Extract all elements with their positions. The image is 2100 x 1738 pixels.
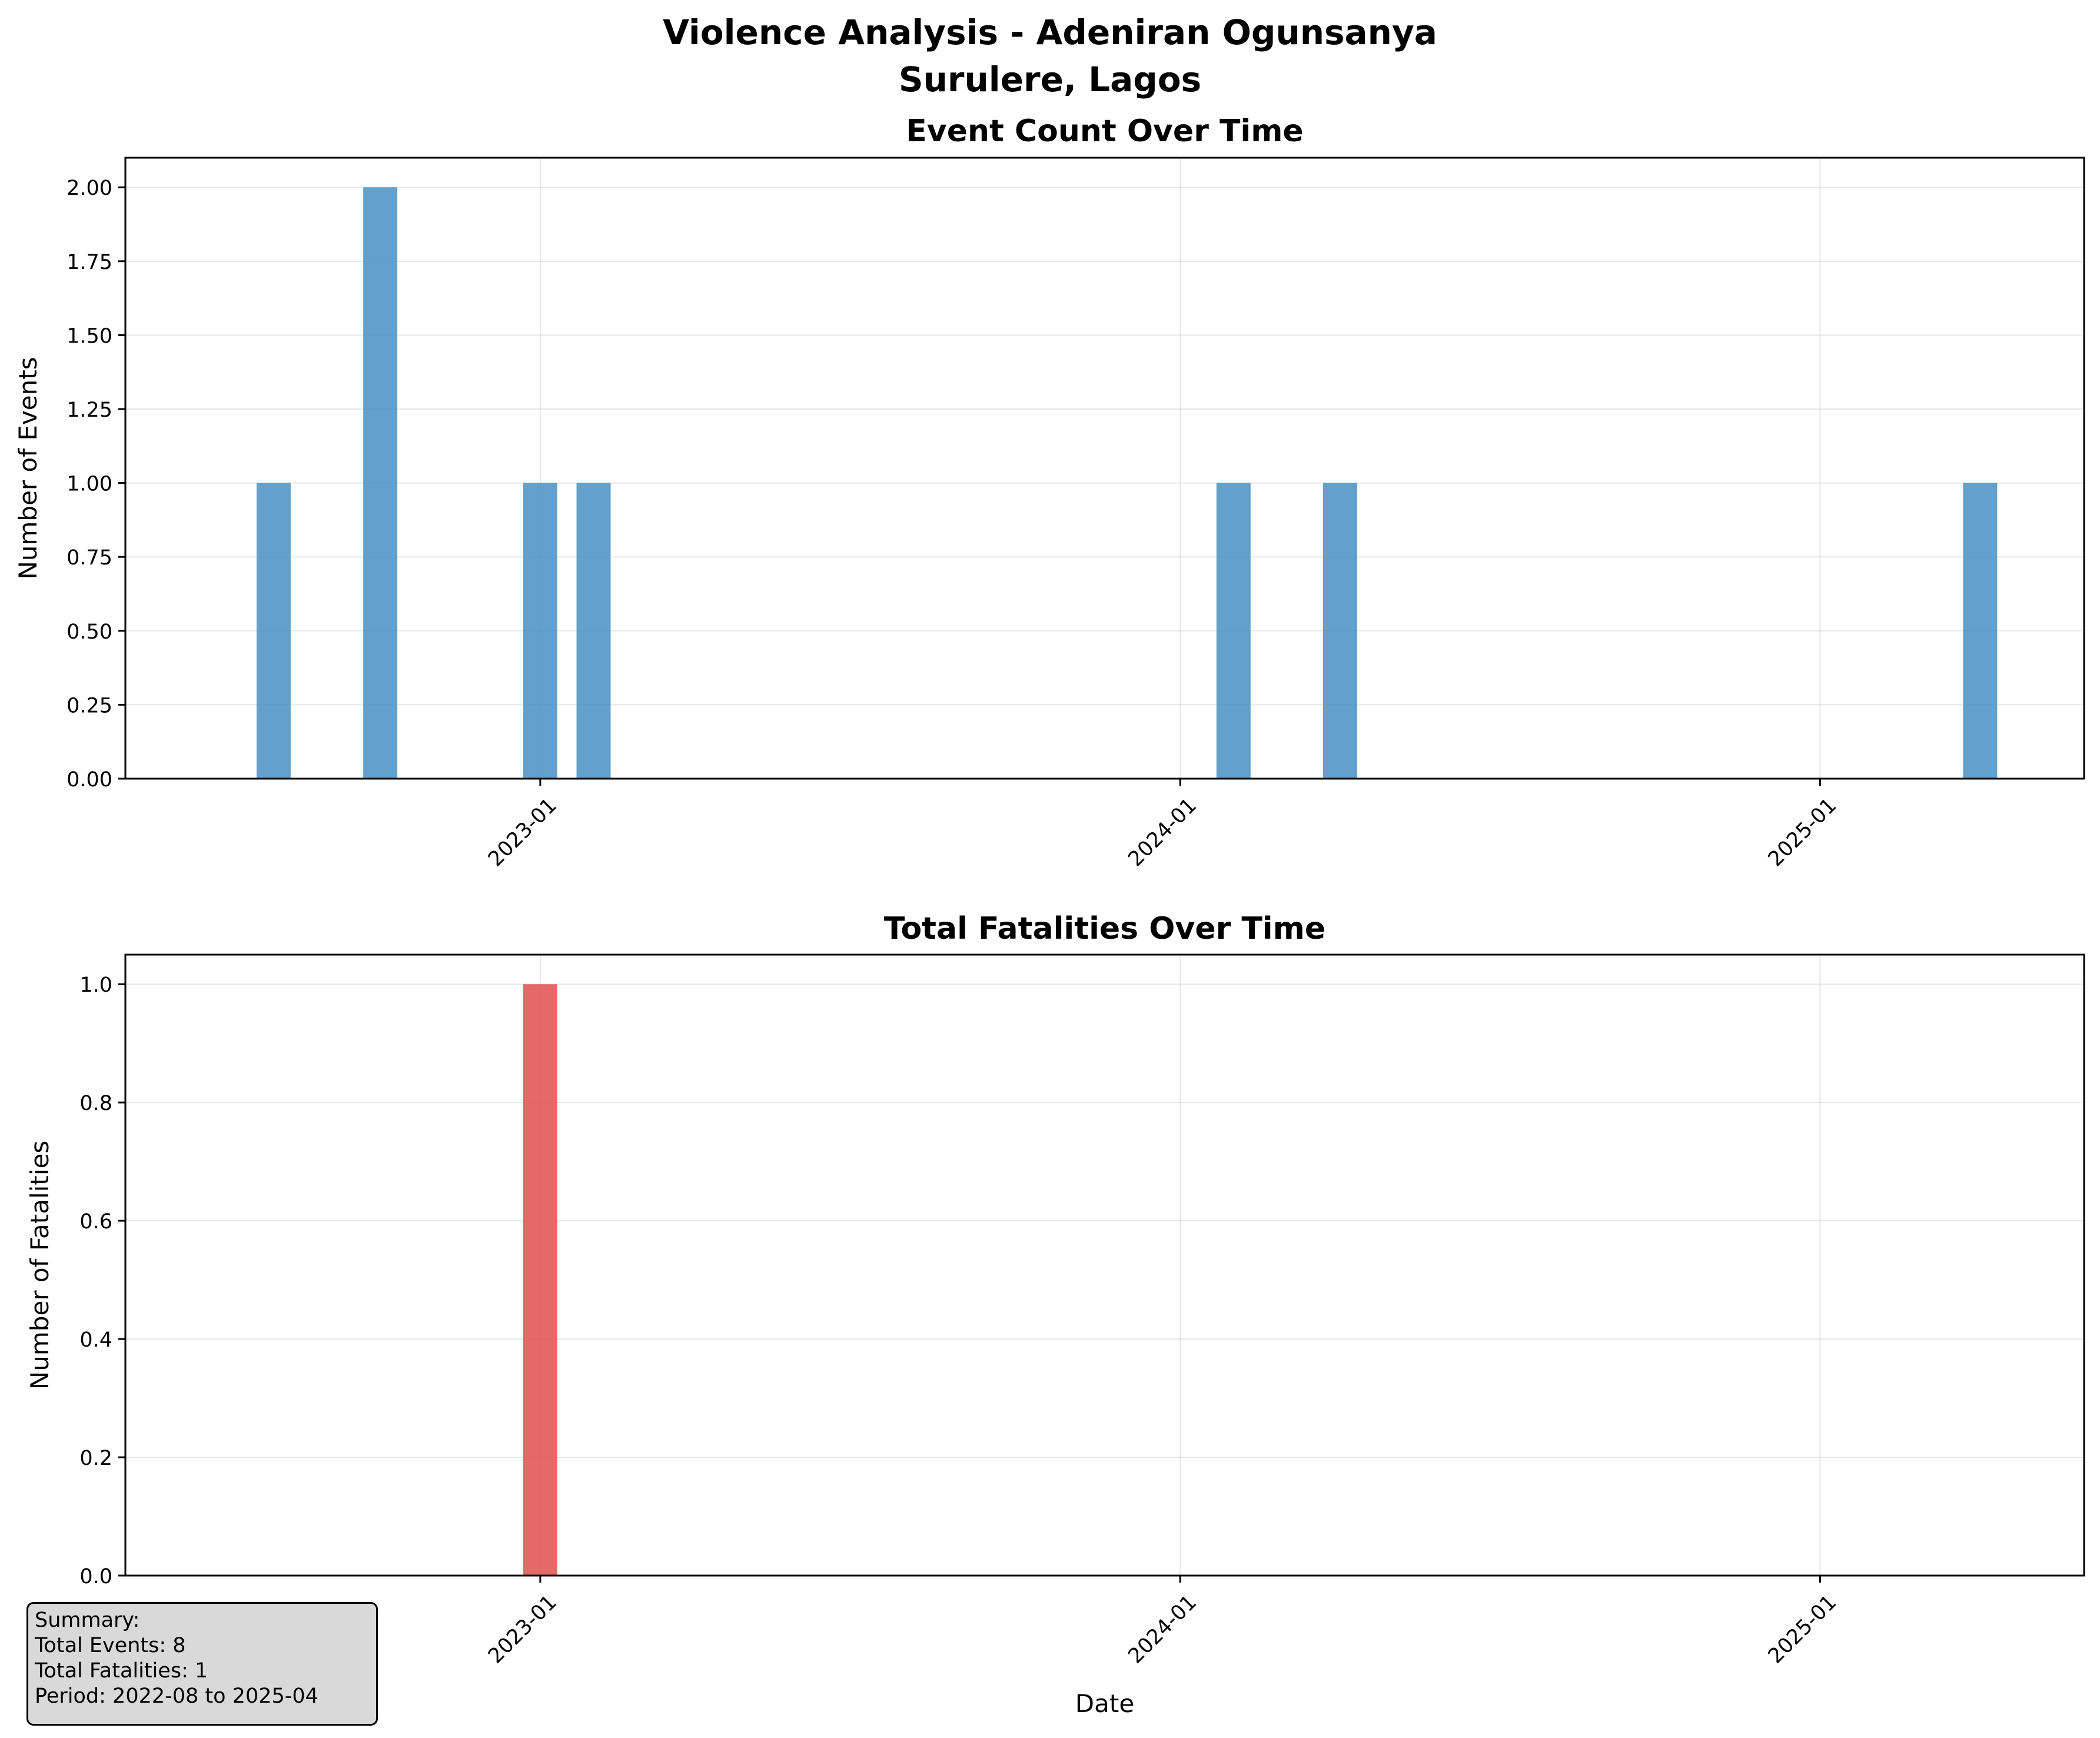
y-tick-label: 1.75 — [67, 251, 112, 274]
summary-total-events: Total Events: 8 — [35, 1634, 186, 1657]
chart-title: Event Count Over Time — [906, 114, 1303, 149]
x-tick-label: 2025-01 — [1764, 1591, 1842, 1669]
figure-title-line2: Surulere, Lagos — [899, 59, 1201, 99]
bar — [1323, 483, 1358, 779]
events-chart-panel: Event Count Over Time 0.00 0.25 0.50 0.75 1.0… — [14, 114, 2085, 872]
y-tick-label: 0.0 — [79, 1565, 112, 1589]
summary-box: Summary: Total Events: 8 Total Fatalitie… — [26, 1602, 378, 1726]
y-tick-label: 1.0 — [79, 973, 112, 997]
axes-frame — [124, 157, 2085, 780]
y-tick-label: 0.4 — [79, 1328, 112, 1352]
y-tick-label: 0.50 — [67, 620, 112, 644]
x-tick-label: 2023-01 — [484, 794, 561, 872]
fatalities-chart-panel: Total Fatalities Over Time 0.0 0.2 0.4 0.6 0.… — [25, 911, 2085, 1718]
bar — [523, 483, 557, 779]
x-tick-label: 2023-01 — [484, 1591, 561, 1669]
bar — [1216, 483, 1251, 779]
y-tick-label: 0.25 — [67, 694, 112, 717]
bar — [576, 483, 611, 779]
summary-period: Period: 2022-08 to 2025-04 — [35, 1684, 318, 1708]
y-tick-label: 1.25 — [67, 398, 112, 422]
bar — [523, 984, 557, 1576]
summary-heading: Summary: — [35, 1609, 140, 1632]
y-tick-label: 1.00 — [67, 473, 112, 496]
figure-title-line1: Violence Analysis - Adeniran Ogunsanya — [663, 12, 1437, 52]
x-tick-label: 2024-01 — [1124, 794, 1201, 872]
x-tick-label: 2024-01 — [1124, 1591, 1201, 1669]
summary-total-fatalities: Total Fatalities: 1 — [35, 1659, 208, 1683]
bar — [1963, 483, 1998, 779]
y-tick-label: 0.6 — [79, 1210, 112, 1234]
x-tick-label: 2025-01 — [1764, 794, 1842, 872]
y-axis-label: Number of Fatalities — [25, 1141, 54, 1390]
axes-frame — [124, 953, 2085, 1577]
y-tick-label: 1.50 — [67, 324, 112, 348]
y-tick-label: 0.8 — [79, 1092, 112, 1115]
x-axis-label: Date — [1075, 1689, 1134, 1718]
bar — [363, 187, 398, 779]
chart-title: Total Fatalities Over Time — [884, 911, 1325, 946]
bar — [256, 483, 291, 779]
y-tick-label: 0.2 — [79, 1447, 112, 1470]
y-tick-label: 0.75 — [67, 546, 112, 570]
y-tick-label: 2.00 — [67, 177, 112, 200]
y-axis-label: Number of Events — [14, 357, 42, 579]
y-tick-label: 0.00 — [67, 768, 112, 792]
